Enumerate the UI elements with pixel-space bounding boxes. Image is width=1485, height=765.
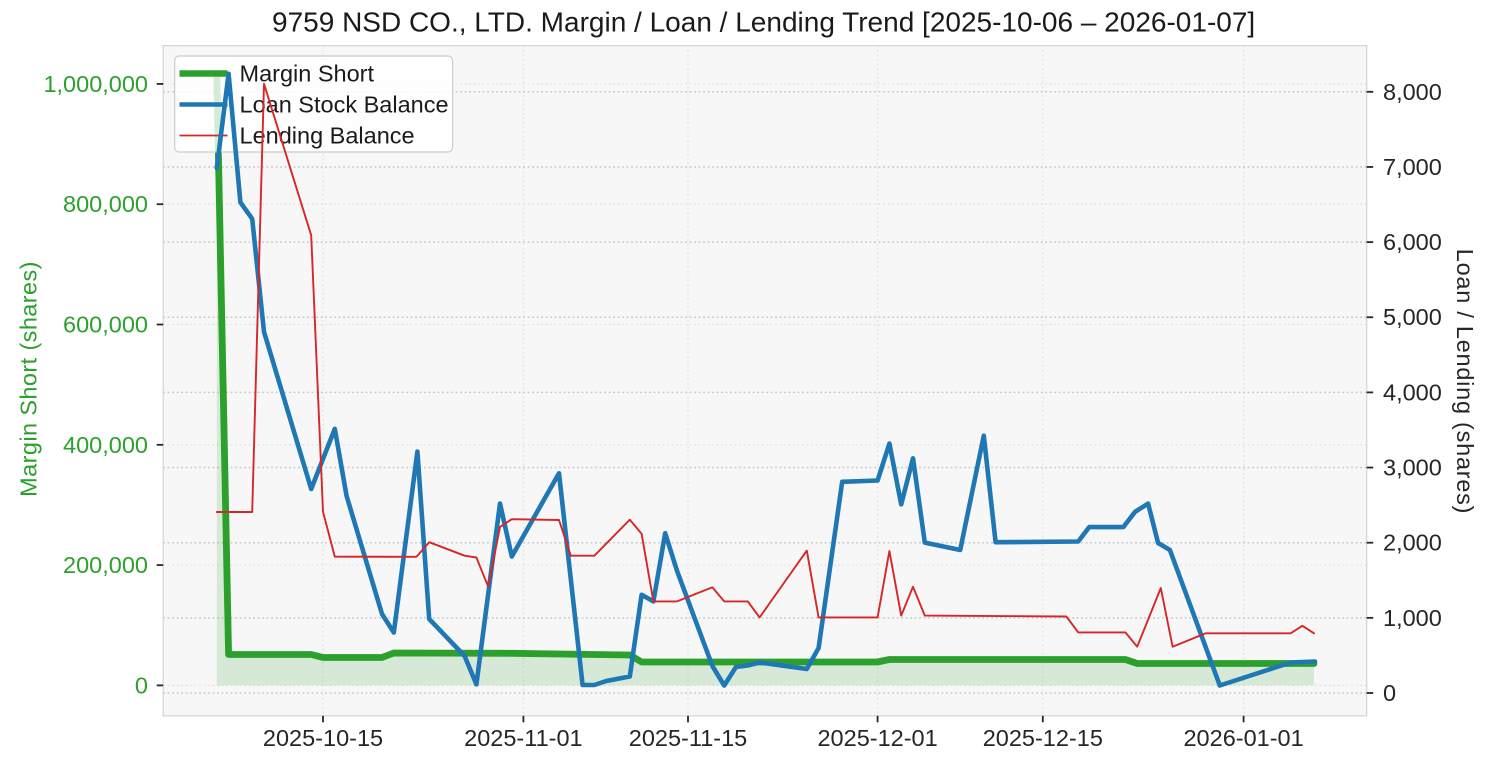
svg-text:3,000: 3,000 [1383, 455, 1442, 481]
svg-text:Loan / Lending (shares): Loan / Lending (shares) [1452, 249, 1478, 514]
svg-text:600,000: 600,000 [63, 312, 148, 338]
svg-text:Margin Short (shares): Margin Short (shares) [16, 261, 42, 497]
svg-text:Lending Balance: Lending Balance [240, 123, 415, 149]
svg-text:7,000: 7,000 [1383, 154, 1442, 180]
svg-text:2,000: 2,000 [1383, 530, 1442, 556]
svg-text:2025-12-15: 2025-12-15 [983, 725, 1103, 751]
svg-text:2025-10-15: 2025-10-15 [263, 725, 383, 751]
svg-text:2025-11-15: 2025-11-15 [629, 725, 747, 751]
svg-text:8,000: 8,000 [1383, 79, 1442, 105]
svg-text:6,000: 6,000 [1383, 229, 1442, 255]
svg-text:1,000: 1,000 [1383, 605, 1442, 631]
svg-text:0: 0 [135, 672, 148, 698]
svg-text:Margin Short: Margin Short [240, 61, 375, 87]
svg-text:2025-11-01: 2025-11-01 [464, 725, 582, 751]
svg-text:2026-01-01: 2026-01-01 [1183, 725, 1303, 751]
svg-text:0: 0 [1383, 680, 1396, 706]
svg-text:400,000: 400,000 [63, 432, 148, 458]
svg-text:5,000: 5,000 [1383, 304, 1442, 330]
svg-text:4,000: 4,000 [1383, 379, 1442, 405]
svg-text:9759 NSD CO., LTD. Margin / Lo: 9759 NSD CO., LTD. Margin / Loan / Lendi… [272, 7, 1255, 38]
svg-text:200,000: 200,000 [63, 552, 148, 578]
svg-text:2025-12-01: 2025-12-01 [817, 725, 937, 751]
svg-text:800,000: 800,000 [63, 191, 148, 217]
svg-text:Loan Stock Balance: Loan Stock Balance [240, 92, 449, 118]
svg-text:1,000,000: 1,000,000 [43, 71, 148, 97]
